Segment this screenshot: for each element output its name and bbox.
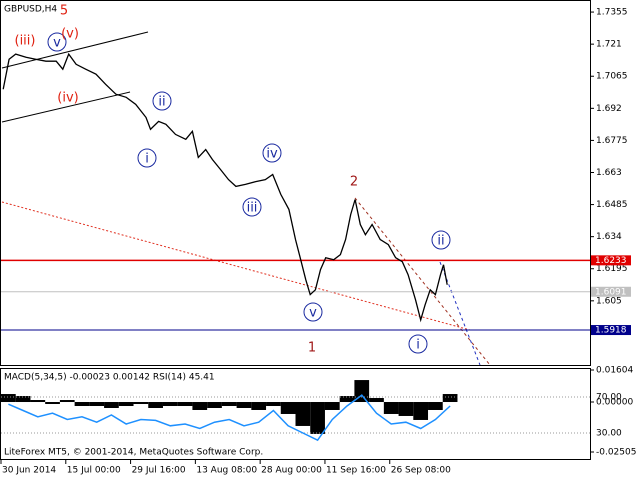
trend-line: [1, 201, 471, 331]
macd-bar: [251, 402, 267, 410]
wave-label: (v): [61, 27, 79, 42]
level-label: 1.6233: [595, 256, 627, 266]
y-tick-label: 1.663: [596, 168, 622, 178]
wave-label: (iii): [15, 34, 36, 49]
y-tick-label: 1.605: [596, 296, 622, 306]
wave-label: iii: [247, 201, 258, 216]
macd-bar: [442, 394, 458, 403]
x-tick-label: 26 Sep 08:00: [391, 466, 451, 476]
rsi-line: [8, 394, 451, 442]
level-box: [591, 286, 631, 297]
macd-bar: [221, 402, 237, 407]
macd-bar: [148, 402, 163, 408]
x-tick-label: 15 Jul 00:00: [67, 466, 121, 476]
wave-circle: [262, 143, 282, 163]
x-tick-label: 30 Jun 2014: [2, 466, 56, 476]
macd-bar: [74, 402, 90, 407]
wave-label: v: [309, 306, 317, 321]
macd-bar: [177, 402, 193, 407]
wave-label: ii: [158, 95, 165, 110]
macd-bar: [162, 402, 178, 407]
y-tick-label: 1.6485: [596, 200, 628, 210]
level-box: [591, 255, 631, 266]
wave-circle: [152, 91, 172, 111]
y-tick-label: 1.634: [596, 232, 622, 242]
macd-bar: [428, 402, 443, 410]
macd-bar: [295, 402, 311, 426]
x-tick-label: 13 Aug 08:00: [196, 466, 257, 476]
y-tick-label: 1.7355: [596, 8, 628, 18]
macd-bar: [413, 402, 429, 420]
level-box: [591, 325, 631, 336]
y-tick-label: 1.6775: [596, 136, 628, 146]
macd-bar: [15, 396, 31, 403]
wave-label: 2: [350, 175, 358, 190]
y2-tick-label: 30.00: [596, 429, 622, 439]
macd-bar: [383, 402, 399, 414]
macd-bar: [45, 402, 60, 405]
y-tick-label: 0.00000: [596, 398, 633, 408]
y-tick-label: 0.01604: [596, 366, 633, 376]
macd-bar: [207, 402, 222, 408]
x-tick-label: 28 Aug 00:00: [261, 466, 322, 476]
macd-bar: [192, 402, 208, 410]
macd-bar: [89, 402, 105, 407]
y-tick-label: -0.02505: [596, 448, 636, 458]
price-pane: [0, 0, 591, 366]
wave-circle: [303, 302, 323, 322]
y2-tick-label: 70.00: [596, 393, 622, 403]
level-label: 1.6091: [595, 287, 627, 297]
macd-bar: [30, 400, 46, 403]
wave-label: 5: [60, 4, 68, 19]
indicator-title: MACD(5,34,5) -0.00023 0.00142 RSI(14) 45…: [4, 373, 215, 383]
macd-bar: [266, 402, 281, 407]
macd-bar: [118, 402, 134, 407]
wave-label: 1: [308, 341, 316, 356]
macd-bar: [1, 394, 16, 403]
y-tick-label: 1.721: [596, 40, 622, 50]
wave-label: iv: [266, 147, 278, 162]
macd-bar: [369, 398, 384, 403]
macd-bar: [104, 402, 119, 408]
macd-bar: [280, 402, 296, 414]
x-tick-label: 11 Sep 16:00: [326, 466, 386, 476]
y-tick-label: 1.6195: [596, 264, 628, 274]
y-tick-label: 1.7065: [596, 72, 628, 82]
price-line: [2, 52, 448, 323]
chart-title: GBPUSD,H4: [4, 5, 57, 15]
macd-bar: [310, 402, 325, 434]
wave-label: (iv): [57, 91, 78, 106]
wave-circle: [408, 334, 428, 354]
macd-bar: [398, 402, 414, 416]
channel-line: [1, 91, 131, 123]
macd-bar: [339, 396, 355, 403]
x-tick-label: 29 Jul 16:00: [132, 466, 186, 476]
wave-circle: [47, 32, 67, 52]
y-tick-label: 1.692: [596, 104, 622, 114]
wave-label: i: [145, 152, 149, 167]
wave-circle: [137, 148, 157, 168]
macd-bar: [133, 402, 149, 405]
macd-bar: [324, 402, 340, 410]
wave-label: i: [416, 338, 420, 353]
channel-line: [1, 31, 149, 69]
wave-label: ii: [437, 234, 444, 249]
macd-bar: [236, 402, 252, 408]
level-label: 1.5918: [595, 326, 627, 336]
wave-circle: [431, 230, 451, 250]
footer: LiteForex MT5, © 2001-2014, MetaQuotes S…: [4, 448, 263, 458]
wave-label: v: [53, 36, 61, 51]
macd-bar: [59, 400, 75, 403]
wave-circle: [242, 197, 262, 217]
